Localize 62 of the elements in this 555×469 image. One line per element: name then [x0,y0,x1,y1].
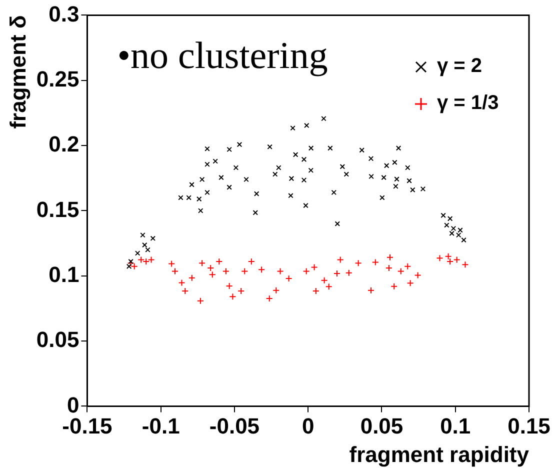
legend-label: γ = 2 [437,55,482,78]
x-tick-label: 0 [302,413,314,438]
point [266,295,273,302]
y-tick-label: 0.25 [36,66,80,92]
y-tick-label: 0.3 [48,1,80,26]
y-tick-label: 0.2 [48,132,80,157]
point [196,297,204,304]
point [171,268,178,275]
point [333,270,340,278]
point [229,293,236,300]
point [130,262,138,270]
x-tick-label: 0.05 [360,413,404,438]
point [207,264,214,272]
point [404,262,412,270]
point [406,280,414,287]
point [312,287,320,294]
x-tick-label: -0.1 [142,413,180,438]
legend-label: γ = 1/3 [437,92,499,116]
point [178,279,186,286]
point [414,272,422,279]
point [372,258,379,266]
point [241,268,248,275]
point [325,283,332,290]
point [198,260,206,267]
point [397,268,404,275]
point [354,260,362,267]
x-tick-label: -0.05 [209,413,260,438]
point [462,261,469,268]
point [208,271,216,278]
x-tick-label: 0.1 [440,413,471,438]
point [276,268,284,275]
point [127,260,134,267]
point [272,286,280,294]
point [320,276,328,284]
y-axis-title: fragment δ [5,15,30,129]
y-tick-label: 0.15 [36,196,80,222]
x-tick-label: 0.15 [508,413,550,438]
x-axis-title: fragment rapidity [349,442,530,467]
annotation: •no clustering [117,35,328,78]
point [226,282,233,290]
point [168,260,176,268]
point [310,264,318,271]
point [222,268,230,275]
point [188,274,196,282]
point [182,287,189,294]
point [436,254,444,262]
y-tick-label: 0.05 [36,327,80,352]
point [390,282,398,290]
point [453,256,460,264]
point [336,256,344,264]
point [258,266,266,274]
point [248,258,255,266]
point [386,254,394,261]
point [216,258,223,266]
point [302,268,310,275]
point [238,287,245,294]
point [285,274,292,282]
point [345,269,352,276]
point [385,264,392,272]
point [367,286,374,294]
point [148,256,155,264]
y-tick-label: 0.1 [48,262,80,287]
